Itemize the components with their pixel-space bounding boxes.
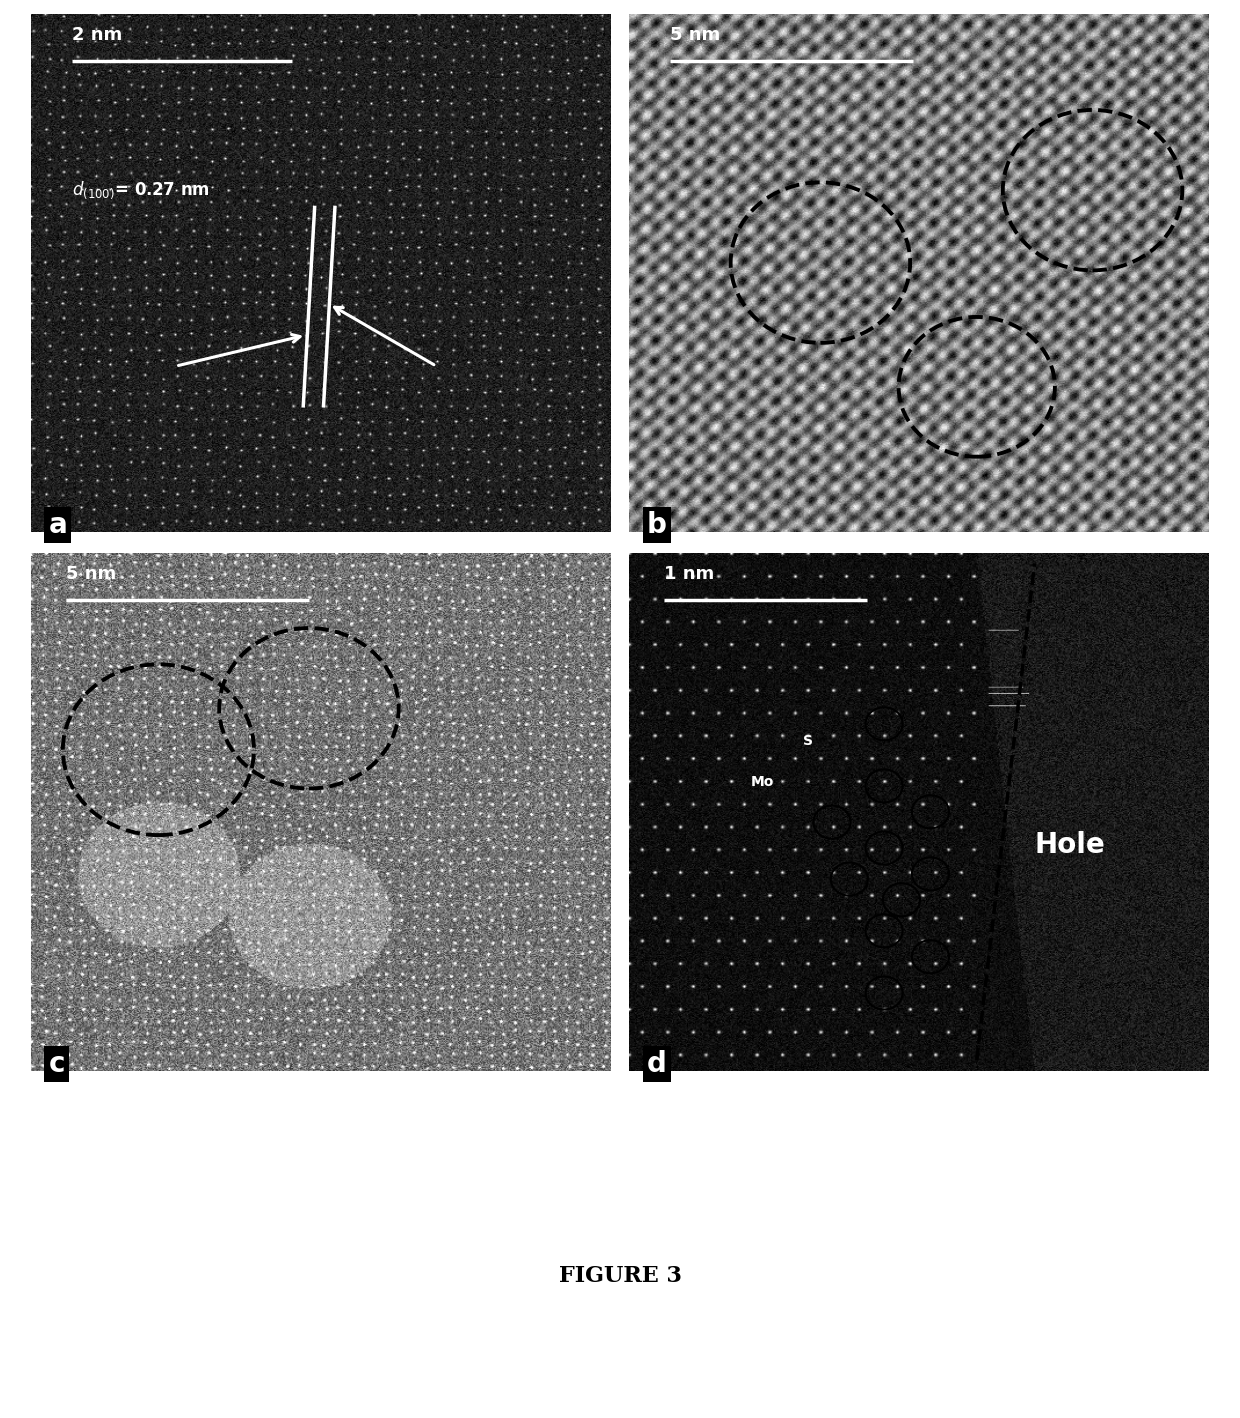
Text: S: S [804, 733, 813, 747]
Text: Hole: Hole [1034, 831, 1105, 859]
Text: Mo: Mo [751, 774, 774, 788]
Text: a: a [48, 510, 67, 539]
Text: 1 nm: 1 nm [665, 564, 714, 583]
Text: c: c [48, 1049, 64, 1078]
Text: b: b [647, 510, 667, 539]
Text: FIGURE 3: FIGURE 3 [558, 1265, 682, 1288]
Text: 5 nm: 5 nm [66, 564, 117, 583]
Text: 5 nm: 5 nm [670, 26, 720, 44]
Text: 2 nm: 2 nm [72, 26, 122, 44]
Text: $d_{(100)}$= 0.27 nm: $d_{(100)}$= 0.27 nm [72, 180, 210, 201]
Text: d: d [647, 1049, 667, 1078]
